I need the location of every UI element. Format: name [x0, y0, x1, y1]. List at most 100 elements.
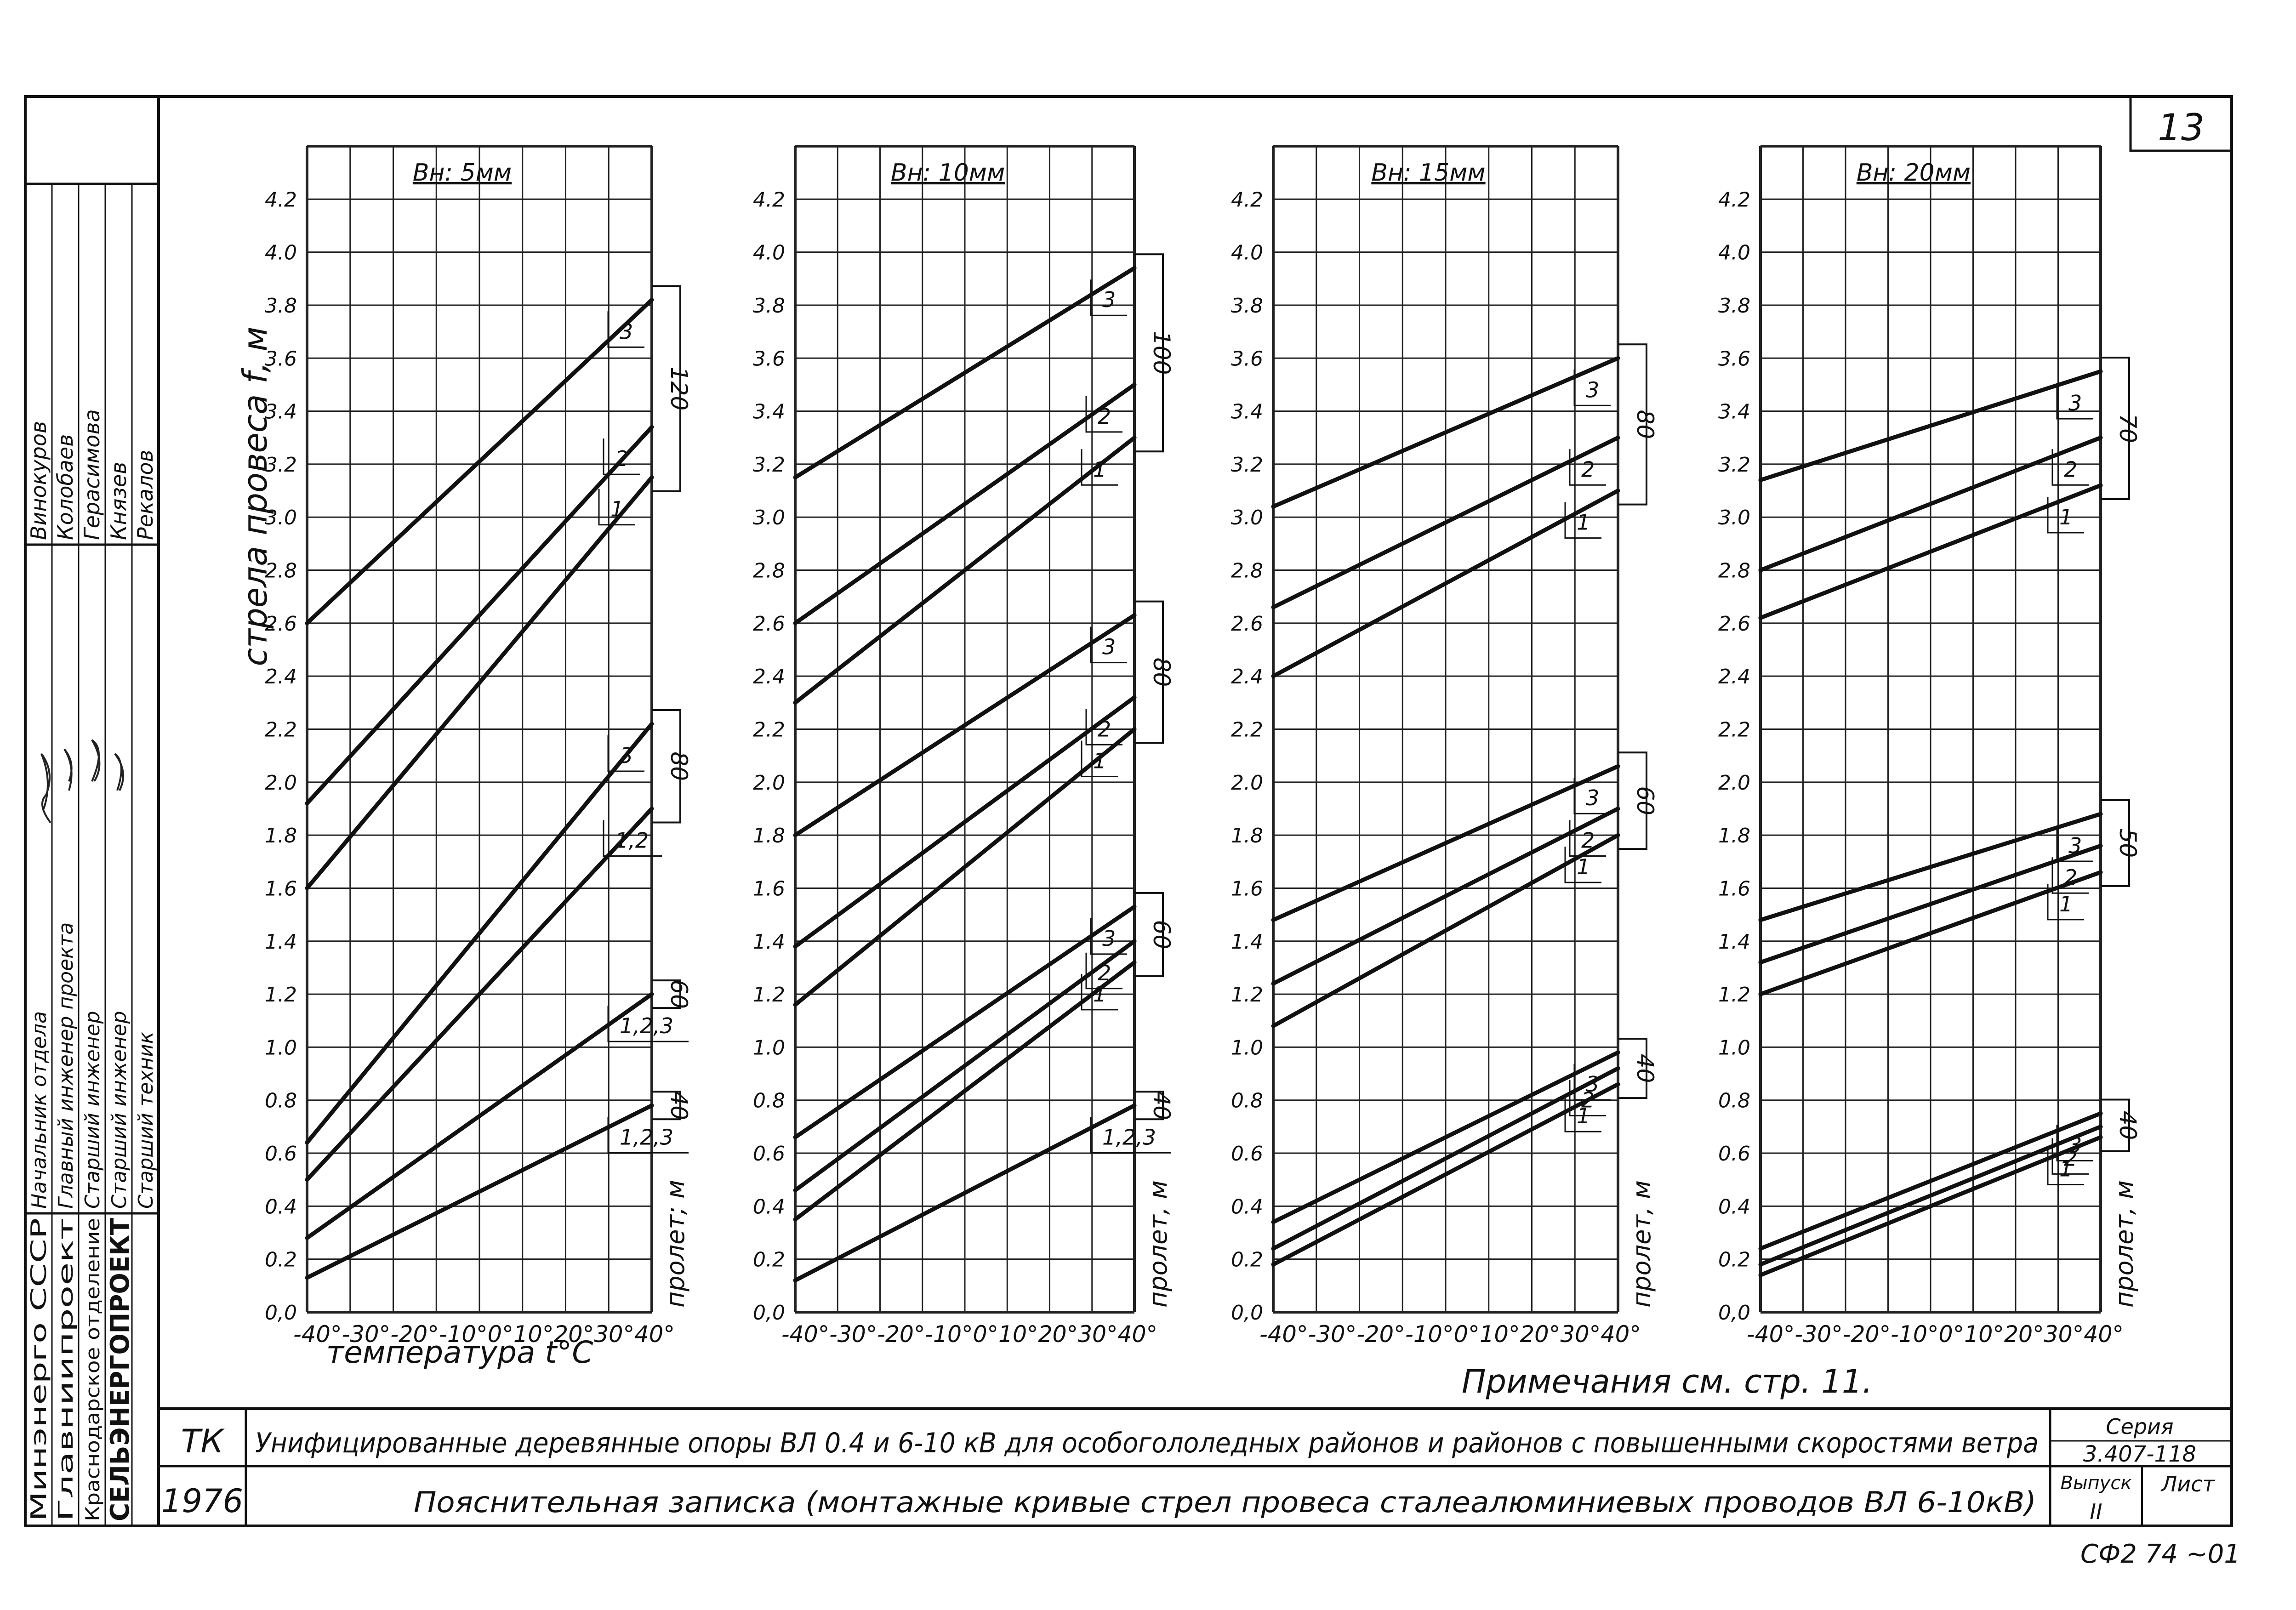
span-bracket [1618, 1037, 1647, 1099]
y-tick-label: 0.4 [1231, 1195, 1263, 1218]
y-tick-label: 2.6 [1718, 612, 1750, 636]
curve-label: 1 [1093, 982, 1106, 1007]
x-tick-label: 20° [1038, 1321, 1078, 1348]
span-value: 40 [666, 1091, 692, 1120]
curve-label: 3 [620, 743, 633, 768]
curve-label-leader [1569, 449, 1606, 486]
y-tick-label: 1.8 [265, 824, 297, 848]
curve-label: 2 [1581, 457, 1595, 482]
y-tick-label: 1.2 [1718, 983, 1750, 1007]
span-bracket [652, 285, 681, 492]
x-tick-label: -30° [829, 1321, 877, 1348]
y-tick-label: 2.8 [1231, 559, 1263, 583]
x-tick-label: 30° [1078, 1321, 1118, 1348]
curve-label-leader [607, 1117, 689, 1154]
y-axis-label: стрела провеса f, м [236, 327, 274, 666]
stamp-org-line: Главниипроект [54, 1218, 78, 1521]
series-line [793, 727, 1137, 1007]
stamp-role: Старший инженер [81, 1011, 104, 1209]
curve-label-leader [1085, 396, 1122, 433]
y-tick-label: 2.0 [265, 771, 297, 795]
series-line [1271, 435, 1620, 609]
curve-label-leader [1090, 1117, 1171, 1154]
y-tick-label: 0.8 [1231, 1089, 1263, 1113]
curve-label: 3 [1102, 287, 1116, 312]
y-tick-label: 3.4 [1718, 400, 1750, 424]
y-tick-label: 1.6 [753, 877, 785, 900]
series-line [793, 266, 1137, 480]
curve-label-leader [1090, 279, 1127, 316]
y-tick-label: 2.4 [1718, 665, 1750, 688]
span-value: 60 [1632, 786, 1658, 815]
curve-label-leader [2056, 1125, 2093, 1162]
y-tick-label: 4.0 [265, 241, 297, 265]
y-tick-label: 4.0 [1231, 241, 1263, 265]
x-tick-label: 10° [1964, 1321, 2004, 1348]
curve-label-leader [603, 820, 662, 857]
x-tick-label: 30° [2044, 1321, 2084, 1348]
x-tick-label: 20° [2004, 1321, 2044, 1348]
y-tick-label: 3.2 [1231, 453, 1263, 477]
curve-label: 2 [1098, 404, 1111, 429]
span-axis-label: пролет, м [1144, 1180, 1173, 1308]
x-tick-labels: -40°-30°-20°-10°0°10°20°30°40° [1747, 1321, 2124, 1348]
y-tick-label: 1.4 [753, 930, 785, 954]
curve-label: 1 [1577, 854, 1590, 879]
curve-label: 1 [2059, 892, 2073, 916]
y-tick-label: 3.0 [1231, 506, 1263, 529]
span-value: 80 [1632, 410, 1658, 439]
curve-label: 1 [1577, 510, 1590, 535]
series-line [1758, 435, 2103, 573]
y-tick-label: 0.4 [265, 1195, 297, 1218]
side-stamp: Начальник отдела Главный инженер проекта С… [25, 184, 160, 1527]
span-value: 40 [2114, 1111, 2141, 1140]
x-tick-label: -30° [342, 1321, 391, 1348]
curve-label: 3 [620, 319, 633, 344]
series-line [793, 905, 1137, 1139]
curve-label: 2 [2064, 1146, 2077, 1171]
span-bracket [1134, 600, 1164, 744]
span-bracket [2101, 799, 2130, 887]
x-tick-labels: -40°-30°-20°-10°0°10°20°30°40° [1259, 1321, 1641, 1348]
y-tick-label: 4.2 [1231, 188, 1263, 211]
y-tick-label: 4.0 [753, 241, 785, 265]
title-line-1: Унифицированные деревянные опоры ВЛ 0.4 … [255, 1427, 2039, 1459]
x-tick-label: -40° [781, 1321, 829, 1348]
curve-label: 3 [1102, 926, 1116, 951]
y-tick-label: 3.2 [753, 453, 785, 477]
series-label: Серия [2106, 1414, 2173, 1439]
y-tick-label: 4.2 [1718, 188, 1750, 211]
y-tick-label: 2.4 [1231, 665, 1263, 688]
series-line [305, 425, 654, 806]
y-tick-label: 2.8 [753, 559, 785, 583]
series-line [1271, 1082, 1620, 1267]
y-tick-label: 3.8 [1718, 294, 1750, 318]
x-tick-label: 30° [594, 1321, 634, 1348]
stamp-name: Герасимова [80, 409, 104, 540]
x-axis-label: температура t°C [326, 1335, 593, 1370]
y-tick-label: 0.8 [265, 1089, 297, 1113]
series-line [305, 722, 654, 1145]
y-tick-label: 3.8 [1231, 294, 1263, 318]
y-tick-label: 3.8 [753, 294, 785, 318]
curve-label: 1 [1577, 1104, 1590, 1128]
curve-label-leader [607, 311, 644, 348]
span-bracket [1134, 253, 1164, 453]
y-tick-label: 0.6 [753, 1142, 785, 1166]
y-tick-label: 1.8 [753, 824, 785, 848]
series-line [793, 435, 1137, 705]
x-tick-label: -20° [390, 1321, 439, 1348]
x-tick-label: -10° [1405, 1321, 1454, 1348]
curve-label-leader [2047, 497, 2084, 534]
y-tick-label: 0.2 [753, 1248, 785, 1272]
curve-label: 1 [2059, 505, 2073, 529]
curve-label-leader [1090, 918, 1127, 955]
y-tick-label: 1.6 [265, 877, 297, 900]
y-tick-label: 1.0 [753, 1036, 785, 1059]
x-tick-label: 30° [1560, 1321, 1601, 1348]
span-bracket [1134, 892, 1164, 977]
x-tick-label: 0° [973, 1321, 998, 1348]
y-tick-label: 0.2 [1718, 1248, 1750, 1272]
x-tick-label: -20° [1843, 1321, 1891, 1348]
stamp-name: Колобаев [53, 434, 78, 540]
